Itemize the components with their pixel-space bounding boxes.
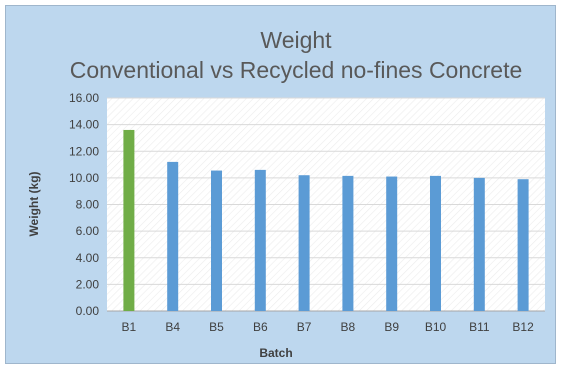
y-tick-label: 6.00	[76, 224, 100, 238]
bar-b9	[386, 176, 398, 311]
x-tick-label: B4	[165, 320, 180, 334]
x-tick-label: B10	[425, 320, 447, 334]
x-tick-label: B7	[297, 320, 312, 334]
x-axis-title: Batch	[259, 346, 292, 360]
y-axis-ticks: 0.00 2.00 4.00 6.00 8.00 10.00 12.00 14.00 16.00	[69, 91, 99, 318]
bar-b5	[211, 170, 222, 311]
x-tick-label: B6	[253, 320, 268, 334]
x-tick-label: B9	[384, 320, 399, 334]
bar-chart: Weight Conventional vs Recycled no-fines…	[27, 27, 545, 360]
chart-subtitle: Conventional vs Recycled no-fines Concre…	[70, 57, 523, 83]
bar-b8	[342, 175, 354, 311]
y-axis-title: Weight (kg)	[27, 171, 41, 236]
x-axis-ticks: B1 B4 B5 B6 B7 B8 B9 B10 B11 B12	[122, 320, 535, 334]
chart-title: Weight	[260, 27, 332, 53]
y-tick-label: 8.00	[76, 198, 100, 212]
gridlines	[107, 97, 545, 312]
y-tick-label: 2.00	[76, 277, 100, 291]
bar-b6	[254, 169, 266, 311]
chart-container: Weight Conventional vs Recycled no-fines…	[5, 5, 556, 364]
bar-b7	[298, 175, 310, 311]
bars	[123, 129, 529, 311]
y-tick-label: 16.00	[69, 91, 99, 105]
y-tick-label: 14.00	[69, 118, 99, 132]
y-tick-label: 12.00	[69, 144, 99, 158]
x-tick-label: B8	[341, 320, 356, 334]
bar-b1	[123, 129, 135, 311]
bar-b11	[473, 177, 485, 311]
y-tick-label: 0.00	[76, 304, 100, 318]
bar-b12	[517, 179, 529, 311]
y-tick-label: 4.00	[76, 251, 100, 265]
x-tick-label: B11	[469, 320, 490, 334]
bar-b4	[167, 161, 179, 311]
x-tick-label: B5	[209, 320, 224, 334]
bar-b10	[430, 175, 441, 311]
x-tick-label: B1	[122, 320, 137, 334]
y-tick-label: 10.00	[69, 171, 99, 185]
x-tick-label: B12	[512, 320, 534, 334]
